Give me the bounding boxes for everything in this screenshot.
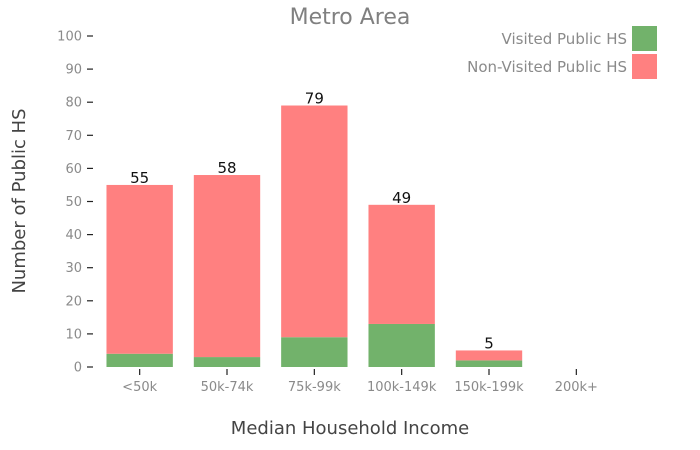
bar-visited (368, 323, 435, 367)
y-tick-label: 0 (74, 361, 82, 376)
x-tick-label: 75k-99k (288, 380, 341, 395)
bar-non-visited (281, 105, 348, 338)
x-axis: <50k 50k-74k 75k-99k 100k-149k 150k-199k 200k… (122, 369, 598, 395)
bar-visited (455, 360, 523, 367)
y-axis: 0 10 20 30 40 50 60 70 80 90 100 (57, 30, 93, 376)
y-tick-label: 100 (57, 30, 82, 45)
legend-label: Non-Visited Public HS (467, 58, 627, 76)
legend: Visited Public HS Non-Visited Public HS (467, 26, 657, 79)
bars (106, 105, 523, 367)
y-tick-label: 30 (65, 261, 82, 276)
bar-visited (106, 353, 173, 367)
y-tick-label: 40 (65, 228, 82, 243)
bar-non-visited (368, 204, 435, 324)
x-tick-label: 50k-74k (201, 380, 254, 395)
y-tick-label: 70 (65, 129, 82, 144)
bar-total-label: 55 (130, 169, 149, 187)
chart-title: Metro Area (290, 5, 411, 30)
legend-swatch (632, 26, 657, 51)
y-tick-label: 10 (65, 327, 82, 342)
legend-swatch (632, 54, 657, 79)
x-tick-label: 100k-149k (367, 380, 437, 395)
x-axis-title: Median Household Income (231, 418, 469, 439)
x-tick-label: 200k+ (555, 380, 598, 395)
data-labels: 55 58 79 49 5 (130, 90, 494, 353)
y-axis-title: Number of Public HS (9, 108, 30, 293)
bar-total-label: 79 (305, 90, 324, 108)
bar-non-visited (193, 175, 261, 358)
legend-label: Visited Public HS (502, 30, 627, 48)
bar-total-label: 49 (392, 189, 411, 207)
bar-total-label: 58 (217, 159, 236, 177)
bar-non-visited (106, 184, 173, 354)
y-tick-label: 50 (65, 195, 82, 210)
bar-visited (281, 337, 348, 367)
bar-total-label: 5 (484, 334, 494, 352)
bar-non-visited (455, 350, 523, 361)
y-tick-label: 20 (65, 294, 82, 309)
x-tick-label: <50k (122, 380, 157, 395)
bar-visited (193, 357, 261, 367)
y-tick-label: 80 (65, 96, 82, 111)
y-tick-label: 90 (65, 63, 82, 78)
y-tick-label: 60 (65, 162, 82, 177)
x-tick-label: 150k-199k (454, 380, 524, 395)
